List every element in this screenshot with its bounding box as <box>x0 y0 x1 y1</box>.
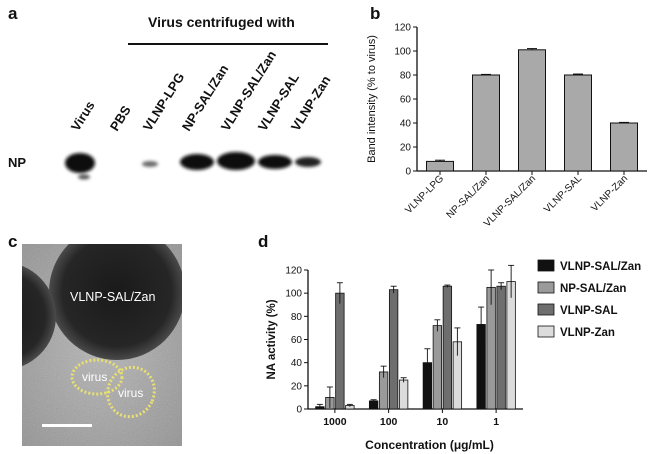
y-tick-label: 20 <box>400 143 412 154</box>
y-tick-label: 40 <box>400 119 412 130</box>
bar-np-sal-zan-10 <box>432 325 443 410</box>
x-tick-label: VLNP-SAL <box>542 173 584 215</box>
lane-label-virus: Virus <box>68 98 98 133</box>
y-tick-label: 80 <box>400 71 412 82</box>
bar-np-sal-zan-1 <box>486 286 496 410</box>
y-tick-label: 0 <box>405 167 411 178</box>
y-tick-label: 20 <box>291 381 303 392</box>
lane-label-pbs: PBS <box>107 103 134 134</box>
x-tick-label: NP-SAL/Zan <box>445 173 492 220</box>
legend-swatch-np-sal-zan <box>537 281 555 294</box>
bar-vlnp-sal <box>564 74 592 172</box>
x-tick-label: 1 <box>493 416 499 428</box>
blot-header-line <box>128 43 328 45</box>
tem-image: VLNP-SAL/Zan virus virus <box>22 244 182 446</box>
y-tick-label: 40 <box>291 358 303 369</box>
band-vlnp-zan <box>295 157 321 167</box>
band-vlnp-sal <box>258 155 292 169</box>
panel-c-label: c <box>8 232 18 251</box>
legend-swatch-vlnp-sal-zan <box>537 259 555 272</box>
band-np-sal-zan <box>180 154 214 170</box>
band-virus <box>65 153 95 173</box>
nanoparticle-side <box>22 265 56 367</box>
y-tick-label: 120 <box>285 266 302 277</box>
bar-vlnp-zan <box>610 122 638 172</box>
bar-vlnp-sal-zan <box>518 49 546 172</box>
virus-label-1: virus <box>82 370 107 384</box>
virus-label-2: virus <box>118 386 143 400</box>
bar-vlnp-lpg <box>426 160 454 172</box>
y-tick-label: 0 <box>296 405 302 416</box>
x-tick-label: VLNP-LPG <box>403 173 446 216</box>
x-tick-label: 10 <box>437 416 449 428</box>
y-axis-title: Band intensity (% to virus) <box>366 35 378 163</box>
y-tick-label: 80 <box>291 312 303 323</box>
bar-vlnp-sal-1 <box>496 285 506 410</box>
y-axis-title: NA activity (%) <box>266 299 278 379</box>
bar-vlnp-sal-zan-100 <box>368 400 379 410</box>
y-tick-label: 120 <box>394 23 411 34</box>
bar-vlnp-zan-100 <box>398 379 409 410</box>
legend-label-np-sal-zan: NP-SAL/Zan <box>560 283 626 295</box>
bar-vlnp-zan-1 <box>506 281 516 410</box>
band-vlnp-sal-zan <box>217 152 255 170</box>
x-tick-label: 100 <box>380 416 398 428</box>
x-tick-label: 1000 <box>323 416 347 428</box>
particle-label: VLNP-SAL/Zan <box>70 290 156 304</box>
nanoparticle-large <box>49 244 182 360</box>
virus-outline-2 <box>106 365 156 419</box>
blot-svg: Virus PBS VLNP-LPG NP-SAL/Zan VLNP-SAL/Z… <box>8 48 333 180</box>
y-tick-label: 60 <box>291 335 303 346</box>
legend-label-vlnp-zan: VLNP-Zan <box>560 327 615 339</box>
blot-header: Virus centrifuged with <box>148 14 295 30</box>
y-tick-label: 100 <box>285 289 302 300</box>
y-tick-label: 60 <box>400 95 412 106</box>
bar-vlnp-sal-10 <box>442 285 453 410</box>
x-tick-label: VLNP-Zan <box>589 173 630 214</box>
row-label-np: NP <box>8 155 26 170</box>
bar-vlnp-sal-1000 <box>335 292 345 410</box>
bar-np-sal-zan <box>472 74 500 172</box>
blot-bands <box>65 152 321 180</box>
band-virus-tail <box>78 174 90 180</box>
panel-d-label: d <box>258 232 269 251</box>
legend-swatch-vlnp-sal <box>537 303 555 316</box>
panel-a-label: a <box>8 4 18 23</box>
x-axis-title: Concentration (μg/mL) <box>365 438 494 452</box>
legend-label-vlnp-sal-zan: VLNP-SAL/Zan <box>560 261 641 273</box>
bar-vlnp-sal-100 <box>388 289 399 410</box>
y-tick-label: 100 <box>394 47 411 58</box>
legend-swatch-vlnp-zan <box>537 325 555 338</box>
band-vlnp-lpg <box>142 161 158 167</box>
chart-b: 0 20 40 60 80 100 120 Band intensity (% to viru… <box>366 23 647 229</box>
scale-bar <box>42 424 92 427</box>
chart-d: 0 20 40 60 80 100 120 NA activity (%) Concentrat… <box>266 259 641 452</box>
virus-outline-1 <box>70 358 124 396</box>
panel-b-label: b <box>370 4 381 23</box>
legend-label-vlnp-sal: VLNP-SAL <box>560 305 618 317</box>
